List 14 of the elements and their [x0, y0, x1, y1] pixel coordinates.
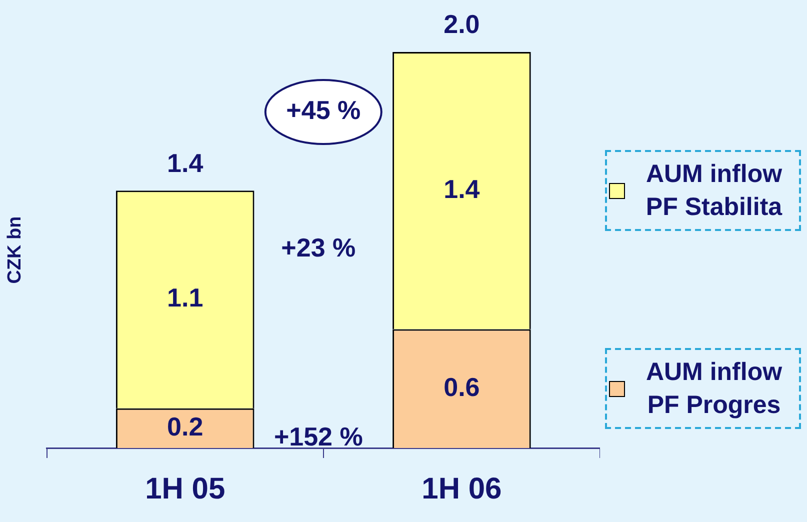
- legend-label: AUM inflow PF Progres: [644, 357, 784, 421]
- legend-label: AUM inflow PF Stabilita: [644, 159, 784, 223]
- annotation: +152 %: [274, 421, 363, 452]
- y-axis-title: CZK bn: [4, 216, 26, 284]
- x-tick-label: 1H 05: [145, 472, 226, 506]
- data-label: 1.1: [167, 282, 204, 313]
- data-label: 0.6: [444, 372, 480, 402]
- total-label: 2.0: [444, 9, 480, 40]
- data-label: 0.2: [167, 411, 204, 442]
- x-tick-label: 1H 06: [422, 472, 502, 506]
- total-label: 1.4: [167, 148, 204, 178]
- annotation: +23 %: [281, 232, 356, 263]
- annotation: +45 %: [286, 95, 361, 126]
- data-label: 1.4: [444, 174, 480, 204]
